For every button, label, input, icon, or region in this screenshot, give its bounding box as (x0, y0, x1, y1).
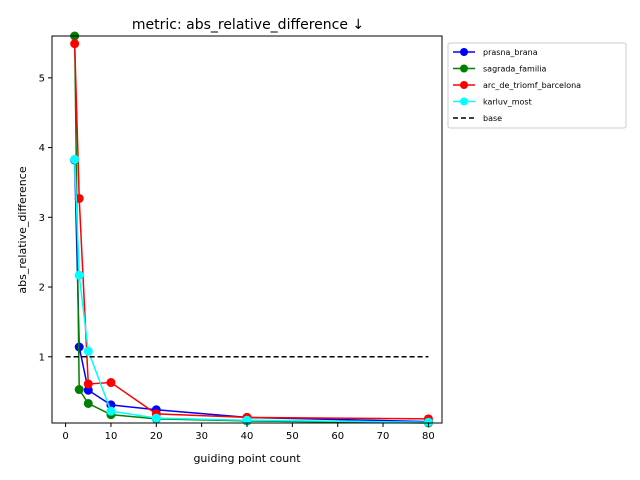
legend-marker (460, 81, 468, 89)
data-point-sagrada-familia (83, 398, 93, 408)
legend-entry-prasna-brana: prasna_brana (483, 48, 538, 57)
y-axis: 1 2 3 4 5 (39, 73, 52, 363)
plot-frame (51, 35, 443, 424)
legend-marker (460, 48, 468, 56)
x-tick-label: 0 (62, 431, 68, 442)
legend-marker (460, 97, 468, 106)
data-point-karluv-most (83, 346, 93, 356)
data-point-arc-de-triomf-barcelona (106, 378, 116, 388)
x-tick-label: 10 (105, 431, 118, 442)
legend-entry-sagrada-familia: sagrada_familia (483, 65, 547, 74)
data-point-arc-de-triomf-barcelona (70, 39, 80, 49)
x-tick-label: 70 (377, 431, 390, 442)
data-point-karluv-most (74, 270, 84, 280)
legend-entry-arc-de-triomf-barcelona: arc_de_triomf_barcelona (483, 81, 581, 90)
data-point-karluv-most (242, 415, 252, 425)
y-tick-label: 5 (39, 73, 45, 84)
series-line-karluv-most (73, 159, 429, 424)
legend-marker (460, 64, 468, 73)
chart-title: metric: abs_relative_difference ↓ (132, 17, 364, 33)
data-point-arc-de-triomf-barcelona (83, 379, 93, 389)
y-axis-label: abs_relative_difference (16, 166, 29, 293)
y-tick-label: 1 (39, 352, 45, 363)
x-tick-label: 50 (286, 431, 299, 442)
data-point-karluv-most (423, 417, 433, 427)
x-axis-label: guiding point count (193, 452, 301, 465)
x-tick-label: 80 (422, 431, 435, 442)
series-line-prasna-brana (73, 160, 429, 423)
y-tick-label: 4 (39, 143, 45, 154)
data-point-karluv-most (70, 154, 80, 164)
legend: prasna_brana sagrada_familia arc_de_triomf… (447, 42, 627, 129)
y-tick-label: 3 (39, 213, 45, 224)
x-tick-label: 20 (150, 431, 163, 442)
series-line-arc-de-triomf-barcelona (73, 43, 429, 420)
data-point-karluv-most (106, 406, 116, 416)
legend-entry-karluv-most: karluv_most (483, 98, 532, 107)
legend-entry-base: base (483, 114, 502, 123)
x-tick-label: 40 (241, 431, 254, 442)
x-tick-label: 30 (195, 431, 208, 442)
x-axis: 0 10 20 30 40 50 60 70 80 (62, 423, 435, 442)
data-point-prasna-brana (83, 385, 93, 395)
plot-area (65, 31, 433, 428)
x-tick-label: 60 (331, 431, 344, 442)
data-point-karluv-most (151, 413, 161, 423)
y-tick-label: 2 (39, 283, 45, 294)
series-line-sagrada-familia (73, 35, 429, 424)
data-point-sagrada-familia (74, 385, 84, 395)
legend-box (447, 42, 627, 129)
